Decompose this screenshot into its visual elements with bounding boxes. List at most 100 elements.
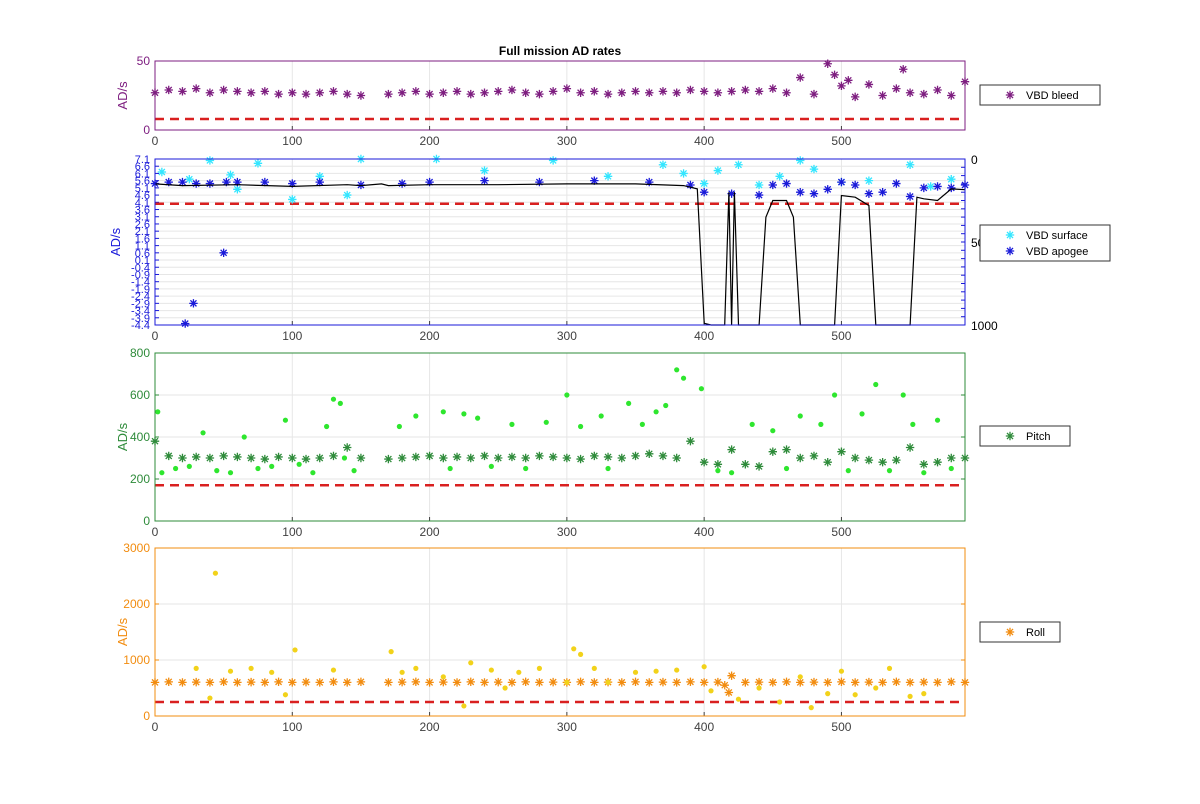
data-point-star xyxy=(260,87,270,96)
data-point-dot xyxy=(873,381,879,388)
legend-marker xyxy=(1005,90,1015,100)
data-point-dot xyxy=(564,392,570,398)
data-point-star xyxy=(734,160,743,169)
data-point-dot xyxy=(674,667,680,673)
data-point-star xyxy=(899,65,908,74)
data-point-star xyxy=(905,88,915,97)
data-point-star xyxy=(926,182,935,191)
data-point-star xyxy=(356,91,366,100)
data-point-dot xyxy=(241,434,247,440)
data-point-dot xyxy=(488,667,494,673)
data-point-dot xyxy=(825,691,831,697)
data-point-dot xyxy=(845,468,851,474)
data-point-star xyxy=(185,175,194,184)
data-point-star xyxy=(329,87,338,96)
data-point-star xyxy=(947,183,956,193)
data-point-star xyxy=(919,89,929,99)
data-point-star xyxy=(775,172,784,181)
data-point-star xyxy=(466,453,475,463)
data-point-star xyxy=(480,176,489,185)
y-tick-label: 2.1 xyxy=(135,226,150,238)
data-point-star xyxy=(315,88,324,97)
data-point-star xyxy=(233,678,242,687)
data-point-dot xyxy=(207,695,213,701)
y-tick-label: 0 xyxy=(143,709,150,723)
data-point-star xyxy=(226,170,235,180)
data-point-dot xyxy=(543,419,549,425)
data-point-star xyxy=(260,454,270,464)
y-tick-label: 3000 xyxy=(123,541,150,555)
data-point-star xyxy=(384,678,393,687)
data-point-dot xyxy=(440,409,446,415)
data-point-star xyxy=(191,84,201,93)
legend-marker xyxy=(1005,431,1015,441)
data-point-star xyxy=(535,678,544,687)
data-point-star xyxy=(480,166,489,175)
legend-marker xyxy=(1005,627,1015,637)
data-point-star xyxy=(535,177,544,187)
data-point-star xyxy=(796,73,805,82)
data-point-star xyxy=(878,678,887,687)
data-point-star xyxy=(658,160,668,169)
subplot-roll: 0 100 200 300 400 500 0 1000 2000 3000 AD/s Roll xyxy=(115,541,1061,734)
data-point-star xyxy=(397,453,407,463)
data-point-star xyxy=(631,677,640,687)
data-point-dot xyxy=(873,685,879,691)
data-point-star xyxy=(768,678,777,687)
data-point-dot xyxy=(255,465,261,472)
y-tick-label: -0.4 xyxy=(131,262,150,274)
data-point-star xyxy=(233,452,242,462)
data-point-star xyxy=(548,156,558,165)
plot-area xyxy=(155,548,965,716)
axes-frame xyxy=(154,60,966,131)
data-point-star xyxy=(796,453,805,463)
y2-tick-label: 1000 xyxy=(971,319,998,333)
data-point-dot xyxy=(200,430,206,436)
data-point-dot xyxy=(886,665,893,672)
data-point-star xyxy=(645,88,654,97)
data-point-star xyxy=(452,87,462,96)
data-point-star xyxy=(480,88,489,97)
data-point-dot xyxy=(852,692,858,698)
data-point-star xyxy=(645,177,654,187)
data-point-star xyxy=(864,189,874,198)
y-tick-label: 0.6 xyxy=(135,248,150,260)
data-point-dot xyxy=(296,461,302,467)
data-point-star xyxy=(768,180,777,190)
data-point-star xyxy=(494,677,503,687)
data-point-star xyxy=(713,460,723,469)
data-point-dot xyxy=(330,396,337,402)
y-tick-label: 7.1 xyxy=(135,154,150,166)
figure-title: Full mission AD rates xyxy=(499,44,622,58)
legend-label: VBD bleed xyxy=(1026,90,1079,102)
data-point-star xyxy=(181,319,190,328)
data-point-star xyxy=(535,89,544,99)
data-point-star xyxy=(494,453,503,463)
data-point-star xyxy=(796,156,805,165)
legend-box xyxy=(979,425,1071,447)
data-point-dot xyxy=(564,679,570,686)
x-tick-label: 400 xyxy=(694,525,714,539)
data-point-dot xyxy=(577,423,584,430)
data-point-star xyxy=(590,176,599,185)
data-point-star xyxy=(603,452,613,462)
legend-label: Pitch xyxy=(1026,431,1050,443)
data-point-dot xyxy=(797,413,803,419)
data-point-star xyxy=(288,88,297,97)
y-tick-label: 1000 xyxy=(123,653,150,667)
data-point-star xyxy=(864,455,874,465)
data-point-star xyxy=(947,453,956,463)
subplot-bleed: 0 100 200 300 400 500 0 50 AD/s VBD bleed xyxy=(115,54,1101,148)
x-tick-label: 0 xyxy=(152,720,159,734)
y-tick-label: 400 xyxy=(130,430,150,444)
data-point-star xyxy=(782,677,791,687)
data-point-dot xyxy=(172,465,179,472)
data-point-star xyxy=(343,678,352,687)
x-tick-label: 200 xyxy=(420,329,440,343)
data-point-star xyxy=(741,460,750,469)
data-point-star xyxy=(727,87,736,96)
data-point-dot xyxy=(399,669,405,675)
y-tick-label: -3.9 xyxy=(131,313,150,325)
y-tick-label: 600 xyxy=(130,388,150,402)
